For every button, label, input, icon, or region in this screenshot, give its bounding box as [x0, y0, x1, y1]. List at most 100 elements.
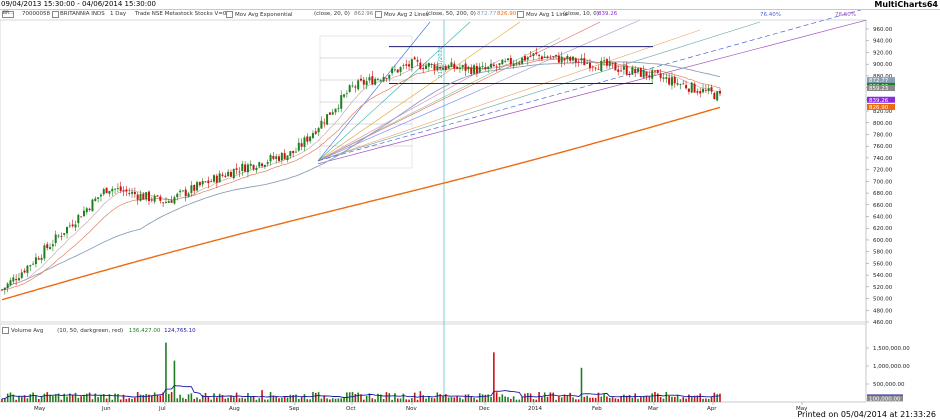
volume-bar — [83, 394, 85, 402]
volume-panel[interactable] — [0, 323, 867, 403]
volume-bar — [196, 397, 198, 402]
printed-timestamp: Printed on 05/04/2014 at 21:33:26 — [797, 410, 936, 419]
candle-body — [328, 112, 331, 115]
candle-body — [32, 263, 35, 265]
candle-body — [461, 65, 464, 68]
candle-body — [207, 180, 210, 184]
price-tick-label: 760.00 — [873, 144, 893, 150]
volume-bar — [35, 396, 37, 402]
volume-bar — [645, 396, 648, 402]
volume-bar — [224, 398, 227, 402]
volume-bar — [314, 392, 317, 402]
candle-body — [376, 78, 379, 80]
volume-bar — [227, 397, 229, 402]
candle-body — [597, 68, 600, 70]
volume-bar — [623, 394, 625, 402]
volume-bar — [693, 395, 696, 402]
volume-bar — [411, 398, 413, 402]
candle-body — [360, 78, 362, 81]
candle-body — [275, 156, 278, 160]
volume-bar — [436, 392, 439, 402]
candle-body — [402, 65, 405, 67]
candle-body — [521, 57, 524, 64]
volume-bar — [303, 394, 306, 402]
candle-body — [241, 163, 244, 171]
volume-bar — [292, 395, 294, 402]
candle-body — [17, 278, 20, 281]
volume-bar — [529, 393, 532, 402]
price-panel[interactable] — [0, 19, 867, 323]
candle-body — [108, 190, 111, 194]
volume-bar — [408, 399, 410, 402]
candle-body — [198, 182, 201, 186]
volume-bar — [617, 398, 620, 402]
candle-body — [591, 66, 594, 68]
ma1-legend[interactable]: Mov Avg 1 Line — [517, 11, 568, 18]
symbol-selector[interactable]: BR... — [2, 11, 16, 18]
candle-body — [668, 77, 671, 85]
ma2-legend[interactable]: Mov Avg 2 Lines — [375, 11, 429, 18]
fib-label: 78.60% — [835, 12, 856, 18]
volume-bar — [481, 394, 484, 402]
legend-checkbox-icon[interactable] — [2, 327, 9, 334]
volume-bar — [218, 393, 221, 402]
candle-body — [102, 189, 105, 195]
volume-bar — [4, 398, 6, 402]
volume-bar — [128, 398, 131, 402]
candle-body — [665, 77, 668, 79]
volume-bar — [235, 392, 238, 402]
fib-fan-line — [317, 21, 431, 162]
volume-bar — [145, 393, 147, 402]
candle-body — [464, 63, 467, 71]
volume-bar — [43, 393, 46, 402]
volume-bar — [69, 393, 71, 402]
volume-bar — [546, 396, 549, 402]
candle-body — [238, 171, 241, 173]
candle-body — [603, 60, 606, 62]
volume-bar — [23, 395, 26, 402]
candle-body — [156, 195, 159, 197]
candle-body — [555, 54, 558, 57]
ma-exp-legend[interactable]: Mov Avg Exponential — [226, 11, 293, 18]
legend-checkbox-icon[interactable] — [52, 11, 61, 18]
volume-bar — [170, 392, 173, 402]
ma2-params: (close, 50, 200, 0) — [426, 11, 476, 17]
price-tick-label: 460.00 — [873, 320, 893, 326]
volume-bar — [117, 394, 119, 402]
candle-body — [487, 66, 490, 70]
volume-bar — [394, 393, 396, 402]
price-tick-label: 540.00 — [873, 273, 893, 279]
volume-bar — [210, 399, 212, 402]
volume-bar — [340, 398, 343, 402]
volume-bar — [184, 398, 187, 402]
volume-bar — [63, 393, 65, 402]
volume-bar — [323, 395, 326, 402]
volume-bars — [1, 342, 721, 402]
candlesticks[interactable] — [1, 47, 721, 295]
candle-body — [116, 188, 119, 189]
volume-bar — [583, 396, 586, 402]
exchange-info: Trade NSE Metastock Stocks V=0 — [135, 11, 227, 17]
candle-body — [269, 155, 272, 162]
candle-body — [481, 66, 484, 67]
candle-body — [682, 83, 685, 85]
price-tick-label: 940.00 — [873, 39, 893, 45]
volume-bar — [354, 393, 357, 402]
candle-body — [371, 76, 374, 85]
volume-bar — [388, 393, 391, 402]
symbol-name: BRITANNIA INDS — [60, 11, 105, 17]
candle-body — [549, 57, 552, 59]
volume-bar — [399, 398, 402, 402]
candle-body — [311, 133, 314, 139]
drawing-tools[interactable]: 21/11/2013 76.40% 78.60% — [317, 8, 867, 402]
candle-body — [139, 193, 142, 201]
candle-body — [357, 80, 360, 90]
candle-body — [66, 226, 69, 234]
candle-body — [696, 91, 699, 93]
volume-bar — [182, 397, 184, 402]
price-tag-label: 872.77 — [869, 78, 889, 84]
volume-bar — [193, 398, 196, 402]
volume-bar — [15, 399, 17, 402]
volume-bar — [179, 394, 181, 402]
